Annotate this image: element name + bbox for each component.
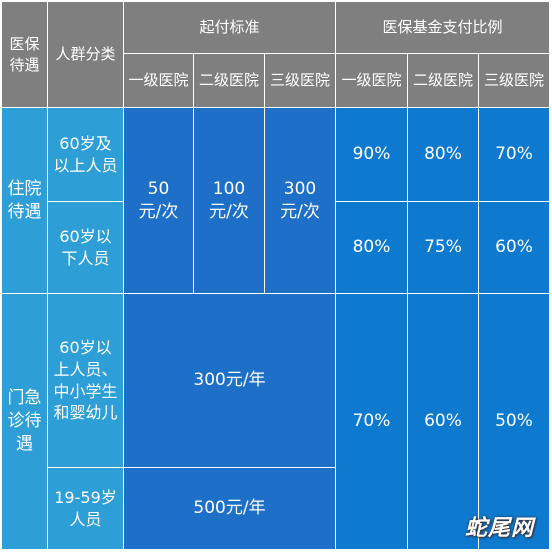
inpatient-label: 住院 待遇: [2, 108, 48, 294]
outpatient-ratio-level2: 60%: [408, 294, 479, 550]
header-ratio-level1: 一级医院: [336, 54, 408, 108]
outpatient-population-1: 60岁以 上人员、 中小学生 和婴幼儿: [48, 294, 124, 468]
header-ratio-level2: 二级医院: [408, 54, 479, 108]
header-category: 医保 待遇: [2, 2, 48, 108]
inpatient-population-1: 60岁及 以上人员: [48, 108, 124, 202]
header-population: 人群分类: [48, 2, 124, 108]
inpatient-population-2: 60岁以 下人员: [48, 202, 124, 294]
inpatient-deductible-level2: 100 元/次: [194, 108, 265, 294]
outpatient-deductible-row2: 500元/年: [124, 468, 336, 550]
outpatient-population-2: 19-59岁 人员: [48, 468, 124, 550]
inpatient-ratio-row2-level1: 80%: [336, 202, 408, 294]
inpatient-deductible-level1: 50 元/次: [124, 108, 194, 294]
header-ratio-level3: 三级医院: [479, 54, 550, 108]
inpatient-deductible-level3: 300 元/次: [265, 108, 336, 294]
inpatient-ratio-row1-level2: 80%: [408, 108, 479, 202]
inpatient-ratio-row1-level1: 90%: [336, 108, 408, 202]
header-deductible-level3: 三级医院: [265, 54, 336, 108]
site-watermark: 蛇尾网: [464, 515, 534, 541]
header-reimbursement-group: 医保基金支付比例: [336, 2, 550, 54]
header-deductible-level1: 一级医院: [124, 54, 194, 108]
outpatient-ratio-level3: 50%: [479, 294, 550, 550]
header-deductible-group: 起付标准: [124, 2, 336, 54]
inpatient-ratio-row1-level3: 70%: [479, 108, 550, 202]
outpatient-deductible-row1: 300元/年: [124, 294, 336, 468]
inpatient-ratio-row2-level2: 75%: [408, 202, 479, 294]
inpatient-ratio-row2-level3: 60%: [479, 202, 550, 294]
outpatient-ratio-level1: 70%: [336, 294, 408, 550]
outpatient-label: 门急 诊待 遇: [2, 294, 48, 550]
header-deductible-level2: 二级医院: [194, 54, 265, 108]
